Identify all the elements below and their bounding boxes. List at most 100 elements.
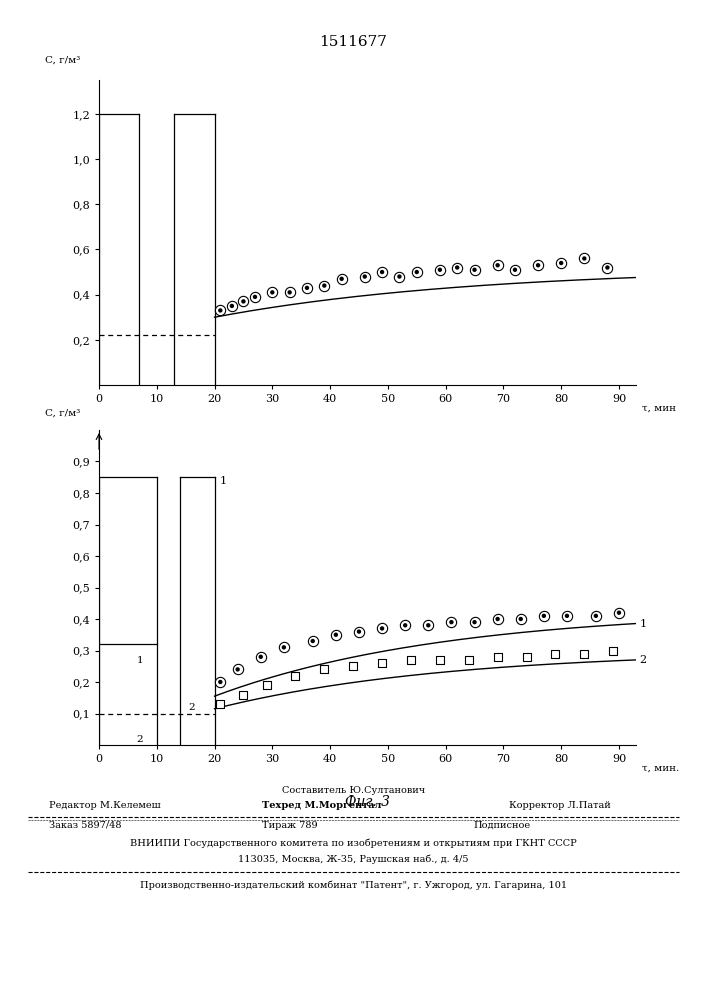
Point	[578, 250, 590, 266]
Point	[284, 284, 296, 300]
Point	[394, 269, 405, 285]
Point	[238, 687, 249, 703]
Text: Заказ 5897/48: Заказ 5897/48	[49, 821, 122, 830]
Point	[301, 280, 312, 296]
Text: 1: 1	[136, 656, 143, 665]
Text: C, г/м³: C, г/м³	[45, 56, 81, 65]
Text: C, г/м³: C, г/м³	[45, 408, 81, 417]
Point	[613, 605, 624, 621]
Point	[492, 611, 503, 627]
Point	[376, 620, 387, 636]
Point	[405, 652, 416, 668]
Point	[215, 674, 226, 690]
Text: Фиг. 1: Фиг. 1	[345, 431, 390, 445]
Point	[215, 302, 226, 318]
Point	[509, 262, 520, 278]
Point	[452, 260, 463, 276]
Point	[376, 264, 387, 280]
Point	[590, 608, 602, 624]
Point	[290, 668, 301, 684]
Point	[538, 608, 549, 624]
Point	[492, 257, 503, 273]
Point	[279, 639, 290, 655]
Text: 2: 2	[136, 735, 143, 744]
Point	[330, 627, 341, 643]
Point	[348, 658, 359, 674]
Point	[521, 649, 532, 665]
Text: Тираж 789: Тираж 789	[262, 821, 317, 830]
Text: τ, мин.: τ, мин.	[642, 764, 679, 773]
Point	[267, 284, 278, 300]
Text: Составитель Ю.Султанович: Составитель Ю.Султанович	[282, 786, 425, 795]
Point	[376, 264, 387, 280]
Point	[590, 608, 602, 624]
Point	[492, 611, 503, 627]
Text: 1: 1	[219, 476, 226, 486]
Point	[301, 280, 312, 296]
Text: ВНИИПИ Государственного комитета по изобретениям и открытиям при ГКНТ СССР: ВНИИПИ Государственного комитета по изоб…	[130, 838, 577, 848]
Point	[279, 639, 290, 655]
Point	[307, 633, 318, 649]
Point	[376, 620, 387, 636]
Text: 113035, Москва, Ж-35, Раушская наб., д. 4/5: 113035, Москва, Ж-35, Раушская наб., д. …	[238, 854, 469, 864]
Text: Фиг. 3: Фиг. 3	[345, 795, 390, 809]
Point	[434, 262, 445, 278]
Point	[509, 262, 520, 278]
Point	[250, 289, 261, 305]
Point	[319, 278, 330, 294]
Point	[255, 649, 267, 665]
Point	[550, 646, 561, 662]
Point	[602, 260, 613, 276]
Point	[561, 608, 573, 624]
Point	[445, 614, 457, 630]
Point	[215, 302, 226, 318]
Point	[307, 633, 318, 649]
Point	[578, 646, 590, 662]
Point	[261, 677, 272, 693]
Point	[492, 257, 503, 273]
Point	[394, 269, 405, 285]
Point	[330, 627, 341, 643]
Point	[411, 264, 422, 280]
Point	[556, 255, 567, 271]
Point	[469, 614, 480, 630]
Point	[284, 284, 296, 300]
Text: 2: 2	[189, 703, 195, 712]
Text: Производственно-издательский комбинат "Патент", г. Ужгород, ул. Гагарина, 101: Производственно-издательский комбинат "П…	[140, 880, 567, 890]
Point	[232, 661, 243, 677]
Point	[556, 255, 567, 271]
Point	[359, 269, 370, 285]
Point	[250, 289, 261, 305]
Point	[354, 624, 365, 640]
Point	[411, 264, 422, 280]
Point	[434, 262, 445, 278]
Point	[336, 271, 347, 287]
Point	[538, 608, 549, 624]
Point	[319, 278, 330, 294]
Point	[469, 262, 480, 278]
Point	[359, 269, 370, 285]
Text: Техред М.Моргентал: Техред М.Моргентал	[262, 801, 381, 810]
Point	[532, 257, 544, 273]
Point	[561, 608, 573, 624]
Point	[255, 649, 267, 665]
Text: Подписное: Подписное	[474, 821, 531, 830]
Point	[613, 605, 624, 621]
Point	[434, 652, 445, 668]
Point	[452, 260, 463, 276]
Point	[469, 614, 480, 630]
Point	[607, 642, 619, 658]
Point	[445, 614, 457, 630]
Point	[215, 674, 226, 690]
Text: 2: 2	[639, 655, 646, 665]
Point	[238, 293, 249, 309]
Text: Редактор М.Келемеш: Редактор М.Келемеш	[49, 801, 161, 810]
Point	[267, 284, 278, 300]
Point	[463, 652, 474, 668]
Text: 1: 1	[639, 619, 646, 629]
Point	[532, 257, 544, 273]
Point	[319, 661, 330, 677]
Point	[336, 271, 347, 287]
Point	[232, 661, 243, 677]
Point	[354, 624, 365, 640]
